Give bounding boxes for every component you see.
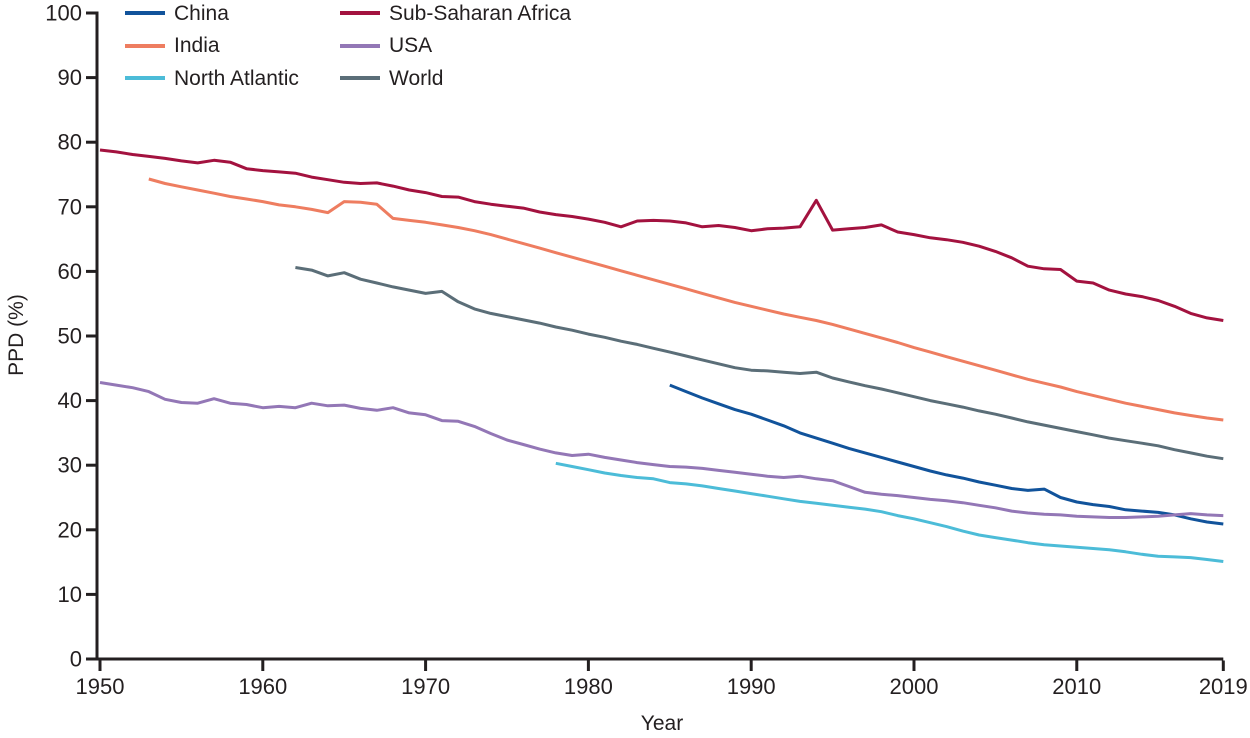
y-tick-label: 70 xyxy=(58,194,82,219)
y-tick-label: 90 xyxy=(58,65,82,90)
series-line-sub-saharan-africa xyxy=(99,148,1224,322)
legend-column-1: China India North Atlantic xyxy=(125,0,340,95)
legend-item-sub-saharan-africa: Sub-Saharan Africa xyxy=(340,0,571,30)
y-tick-label: 30 xyxy=(58,453,82,478)
legend-label-india: India xyxy=(174,34,220,58)
x-tick-label: 1950 xyxy=(76,674,125,699)
x-tick-label: 1960 xyxy=(238,674,287,699)
y-tick-label: 50 xyxy=(58,324,82,349)
series-line-usa xyxy=(99,381,1224,519)
series-line-china xyxy=(669,383,1224,526)
legend-label-usa: USA xyxy=(389,34,433,58)
legend-swatch-north-atlantic xyxy=(125,76,165,81)
x-tick-label: 2010 xyxy=(1052,674,1101,699)
legend-label-sub-saharan-africa: Sub-Saharan Africa xyxy=(389,1,572,25)
y-tick-label: 20 xyxy=(58,517,82,542)
x-tick-label: 1980 xyxy=(564,674,613,699)
x-tick-label: 1990 xyxy=(727,674,776,699)
legend-item-world: World xyxy=(340,62,571,95)
legend-item-north-atlantic: North Atlantic xyxy=(125,62,340,95)
y-tick-label: 40 xyxy=(58,388,82,413)
legend-item-china: China xyxy=(125,0,340,30)
legend-item-india: India xyxy=(125,30,340,63)
legend-label-north-atlantic: North Atlantic xyxy=(174,66,299,90)
legend-swatch-china xyxy=(125,11,165,16)
legend-swatch-india xyxy=(125,43,165,48)
legend-item-usa: USA xyxy=(340,30,571,63)
series-line-north-atlantic xyxy=(555,461,1224,563)
series-line-world xyxy=(295,266,1224,461)
y-tick-label: 80 xyxy=(58,130,82,155)
legend-column-2: Sub-Saharan Africa USA World xyxy=(340,0,571,95)
chart-legend: China India North Atlantic Sub-Saharan Afri… xyxy=(125,0,571,95)
legend-label-world: World xyxy=(389,66,444,90)
legend-swatch-usa xyxy=(340,43,380,48)
x-axis-title: Year xyxy=(640,712,684,735)
x-tick-label: 2000 xyxy=(890,674,939,699)
y-axis-title: PPD (%) xyxy=(5,294,28,376)
legend-swatch-world xyxy=(340,76,380,81)
legend-label-china: China xyxy=(174,1,229,25)
x-tick-label: 1970 xyxy=(401,674,450,699)
x-tick-label: 2019 xyxy=(1199,674,1248,699)
y-tick-label: 10 xyxy=(58,582,82,607)
y-tick-label: 0 xyxy=(70,647,82,672)
y-tick-label: 100 xyxy=(45,1,82,26)
y-axis-title-wrap: PPD (%) xyxy=(0,13,34,657)
y-tick-label: 60 xyxy=(58,259,82,284)
legend-swatch-sub-saharan-africa xyxy=(340,11,380,16)
series-line-india xyxy=(148,177,1224,422)
